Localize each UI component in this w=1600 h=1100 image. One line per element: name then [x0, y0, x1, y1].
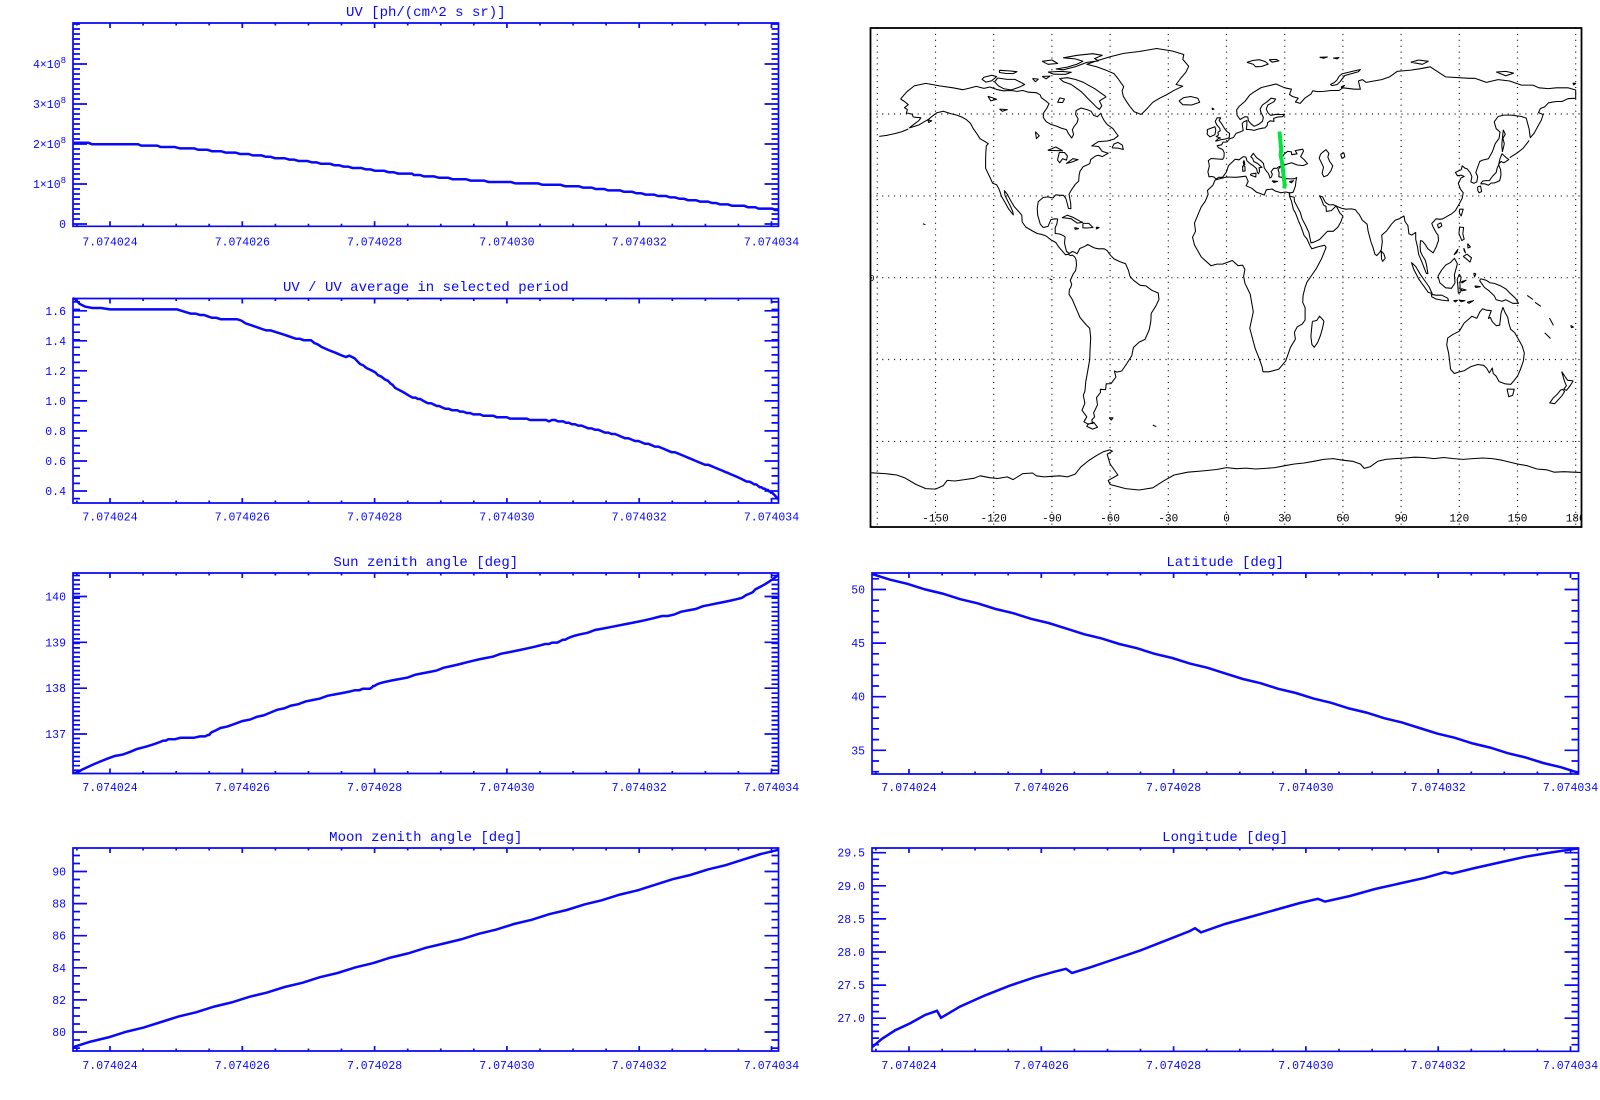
svg-text:7.074030: 7.074030 — [479, 512, 534, 525]
svg-text:7.074032: 7.074032 — [612, 237, 667, 250]
svg-text:0.4: 0.4 — [45, 486, 66, 499]
svg-text:35: 35 — [851, 745, 865, 758]
svg-text:140: 140 — [45, 592, 66, 605]
svg-text:UV [ph/(cm^2 s sr)]: UV [ph/(cm^2 s sr)] — [346, 5, 506, 21]
svg-text:7.074024: 7.074024 — [881, 1060, 936, 1073]
svg-text:88: 88 — [52, 899, 66, 912]
svg-text:84: 84 — [52, 963, 66, 976]
svg-text:150: 150 — [1508, 514, 1528, 526]
svg-text:82: 82 — [52, 995, 66, 1008]
svg-text:1.0: 1.0 — [45, 396, 66, 409]
svg-text:137: 137 — [45, 729, 66, 742]
svg-text:7.074032: 7.074032 — [612, 782, 667, 795]
svg-text:7.074034: 7.074034 — [744, 237, 799, 250]
svg-text:27.0: 27.0 — [837, 1013, 865, 1026]
svg-text:50: 50 — [851, 585, 865, 598]
svg-text:138: 138 — [45, 683, 66, 696]
svg-text:7.074028: 7.074028 — [1146, 1060, 1201, 1073]
svg-text:86: 86 — [52, 931, 66, 944]
svg-text:30: 30 — [1278, 514, 1291, 526]
svg-text:1×108: 1×108 — [33, 176, 66, 192]
svg-text:80: 80 — [52, 1027, 66, 1040]
svg-text:4×108: 4×108 — [33, 56, 66, 72]
svg-text:28.0: 28.0 — [837, 947, 865, 960]
svg-text:Latitude [deg]: Latitude [deg] — [1166, 555, 1284, 571]
svg-text:7.074024: 7.074024 — [881, 782, 936, 795]
svg-text:0.6: 0.6 — [45, 456, 66, 469]
svg-text:7.074032: 7.074032 — [1411, 1060, 1466, 1073]
svg-text:7.074034: 7.074034 — [744, 782, 799, 795]
svg-text:0.8: 0.8 — [45, 426, 66, 439]
svg-text:7.074034: 7.074034 — [744, 1060, 799, 1073]
svg-text:7.074030: 7.074030 — [479, 782, 534, 795]
svg-text:7.074028: 7.074028 — [347, 512, 402, 525]
svg-text:7.074026: 7.074026 — [1014, 782, 1069, 795]
svg-text:7.074034: 7.074034 — [744, 512, 799, 525]
svg-text:3×108: 3×108 — [33, 96, 66, 112]
svg-text:Moon zenith angle [deg]: Moon zenith angle [deg] — [329, 830, 522, 846]
svg-text:7.074028: 7.074028 — [347, 237, 402, 250]
svg-text:0: 0 — [869, 273, 875, 284]
svg-text:90: 90 — [52, 867, 66, 880]
svg-text:7.074024: 7.074024 — [82, 512, 137, 525]
svg-text:UV / UV average in selected pe: UV / UV average in selected period — [283, 280, 569, 296]
svg-text:Longitude [deg]: Longitude [deg] — [1162, 830, 1288, 846]
svg-text:7.074030: 7.074030 — [479, 237, 534, 250]
svg-text:139: 139 — [45, 637, 66, 650]
svg-text:7.074026: 7.074026 — [215, 512, 270, 525]
svg-text:-60: -60 — [1100, 514, 1120, 526]
svg-text:60: 60 — [1336, 514, 1349, 526]
svg-text:7.074026: 7.074026 — [215, 237, 270, 250]
svg-text:0: 0 — [59, 219, 66, 232]
svg-text:7.074030: 7.074030 — [1278, 782, 1333, 795]
svg-text:2×108: 2×108 — [33, 136, 66, 152]
svg-text:7.074028: 7.074028 — [347, 1060, 402, 1073]
svg-text:29.0: 29.0 — [837, 881, 865, 894]
svg-text:7.074028: 7.074028 — [347, 782, 402, 795]
svg-text:45: 45 — [851, 638, 865, 651]
svg-text:7.074026: 7.074026 — [215, 1060, 270, 1073]
svg-text:-90: -90 — [1042, 514, 1062, 526]
svg-text:Sun zenith angle [deg]: Sun zenith angle [deg] — [333, 555, 518, 571]
svg-text:40: 40 — [851, 692, 865, 705]
svg-text:7.074026: 7.074026 — [1014, 1060, 1069, 1073]
svg-text:7.074026: 7.074026 — [215, 782, 270, 795]
svg-text:7.074032: 7.074032 — [1411, 782, 1466, 795]
svg-text:-150: -150 — [922, 514, 948, 526]
svg-text:7.074030: 7.074030 — [1278, 1060, 1333, 1073]
svg-text:29.5: 29.5 — [837, 848, 865, 861]
svg-text:180: 180 — [1566, 514, 1586, 526]
svg-text:1.6: 1.6 — [45, 306, 66, 319]
svg-text:90: 90 — [1394, 514, 1407, 526]
svg-text:7.074024: 7.074024 — [82, 237, 137, 250]
svg-text:7.074028: 7.074028 — [1146, 782, 1201, 795]
svg-text:120: 120 — [1449, 514, 1469, 526]
svg-text:-30: -30 — [1158, 514, 1178, 526]
svg-text:7.074032: 7.074032 — [612, 512, 667, 525]
svg-text:27.5: 27.5 — [837, 980, 865, 993]
svg-text:1.4: 1.4 — [45, 336, 66, 349]
svg-text:7.074034: 7.074034 — [1543, 782, 1598, 795]
svg-text:0: 0 — [1223, 514, 1230, 526]
svg-text:-120: -120 — [980, 514, 1006, 526]
svg-text:7.074030: 7.074030 — [479, 1060, 534, 1073]
svg-text:7.074024: 7.074024 — [82, 1060, 137, 1073]
svg-text:1.2: 1.2 — [45, 366, 66, 379]
svg-text:28.5: 28.5 — [837, 914, 865, 927]
svg-text:7.074032: 7.074032 — [612, 1060, 667, 1073]
svg-text:7.074034: 7.074034 — [1543, 1060, 1598, 1073]
svg-text:7.074024: 7.074024 — [82, 782, 137, 795]
